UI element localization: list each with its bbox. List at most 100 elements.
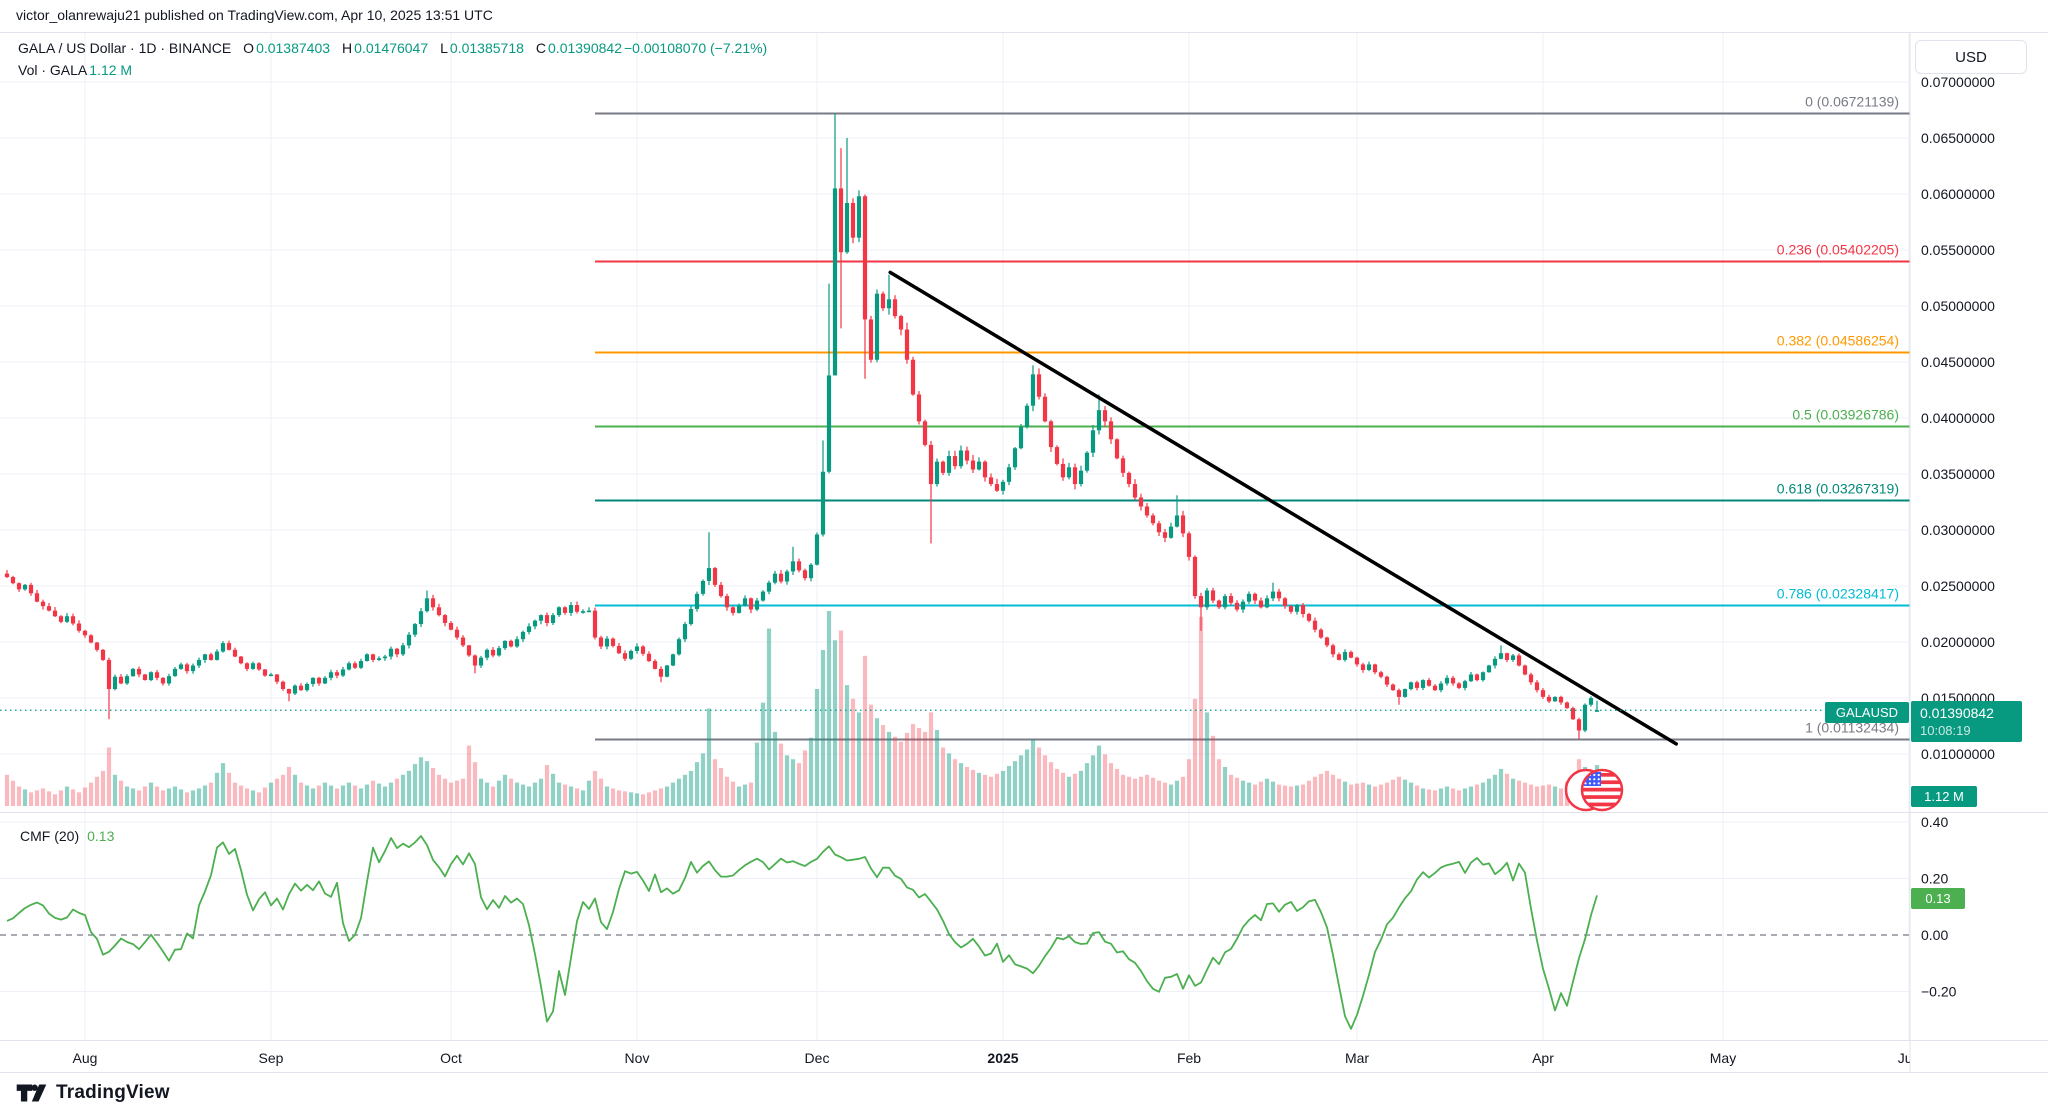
symbol-title[interactable]: GALA / US Dollar · 1D · BINANCE xyxy=(18,40,232,56)
fib-retracement[interactable]: 0 (0.06721139) 0.236 (0.05402205) 0.382 (0… xyxy=(595,94,1910,741)
candle-body xyxy=(280,681,286,690)
ohlc-value: 0.01385718 xyxy=(449,40,524,56)
time-axis[interactable]: Aug Sep Oct Nov Dec 2025 Feb Mar Apr May Jun xyxy=(73,1050,1921,1066)
candle-body xyxy=(466,645,472,656)
volume-bar xyxy=(526,786,532,806)
cmf-indicator-value: 0.13 xyxy=(87,828,115,844)
descending-trendline[interactable] xyxy=(888,270,1678,746)
candle-body xyxy=(238,656,244,664)
candle-body xyxy=(880,293,886,309)
volume-bar xyxy=(1480,782,1486,806)
price-tick-label: 0.06000000 xyxy=(1921,186,1995,202)
candle-body xyxy=(442,615,448,623)
volume-bar xyxy=(802,750,808,806)
candle-body xyxy=(886,299,892,309)
volume-bar xyxy=(100,770,106,806)
volume-bar xyxy=(874,718,880,806)
candle-body xyxy=(478,657,484,666)
volume-bar xyxy=(778,743,784,806)
candle-body xyxy=(712,568,718,585)
candles-layer xyxy=(4,113,1600,740)
volume-bar xyxy=(688,770,694,806)
volume-bar xyxy=(472,762,478,806)
candle-body xyxy=(994,484,1000,491)
currency-toggle-button[interactable]: USD xyxy=(1915,40,2027,74)
volume-bar xyxy=(1408,782,1414,806)
symbol-legend[interactable]: GALA / US Dollar · 1D · BINANCE O 0.013874… xyxy=(18,40,767,56)
volume-bar xyxy=(1456,790,1462,806)
candle-body xyxy=(304,684,310,691)
volume-bar xyxy=(490,786,496,806)
candle-body xyxy=(1456,683,1462,688)
volume-bar xyxy=(1378,784,1384,806)
candle-body xyxy=(622,653,628,659)
candle-body xyxy=(448,622,454,630)
candle-body xyxy=(772,573,778,583)
volume-bar xyxy=(892,736,898,806)
candle-body xyxy=(532,620,538,627)
candle-body xyxy=(1468,674,1474,682)
volume-bar xyxy=(1180,776,1186,806)
tradingview-logo[interactable]: TradingView xyxy=(16,1082,170,1104)
volume-bar xyxy=(406,770,412,806)
volume-bar xyxy=(274,778,280,806)
candle-body xyxy=(394,648,400,655)
volume-bar xyxy=(142,786,148,806)
candle-body xyxy=(298,685,304,691)
candle-body xyxy=(814,534,820,565)
volume-bar xyxy=(328,785,334,806)
volume-bar xyxy=(1468,786,1474,806)
candle-body xyxy=(1210,590,1216,601)
candle-body xyxy=(1510,655,1516,660)
candle-body xyxy=(406,634,412,646)
volume-legend[interactable]: Vol · GALA 1.12 M xyxy=(18,62,132,78)
candle-body xyxy=(856,196,862,238)
candle-body xyxy=(1390,684,1396,691)
candle-body xyxy=(520,631,526,640)
candle-body xyxy=(784,571,790,582)
candle-body xyxy=(106,659,112,690)
volume-bar xyxy=(280,774,286,806)
volume-bar xyxy=(1120,774,1126,806)
candle-body xyxy=(808,564,814,579)
candle-body xyxy=(1258,600,1264,608)
candle-body xyxy=(70,616,76,624)
candle-body xyxy=(1336,654,1342,660)
volume-bar xyxy=(1354,783,1360,806)
volume-bar xyxy=(790,759,796,806)
ohlc-value: 0.01387403 xyxy=(256,40,331,56)
volume-bar xyxy=(712,759,718,806)
volume-bar xyxy=(478,778,484,806)
candle-body xyxy=(454,629,460,638)
candle-body xyxy=(1078,470,1084,485)
volume-bar xyxy=(946,753,952,806)
candle-body xyxy=(640,646,646,654)
candle-body xyxy=(16,583,22,590)
candle-body xyxy=(334,672,340,676)
volume-bar xyxy=(400,774,406,806)
candle-body xyxy=(154,672,160,678)
candle-body xyxy=(1564,702,1570,709)
volume-bar xyxy=(436,774,442,806)
volume-bar xyxy=(442,778,448,806)
candle-body xyxy=(1240,601,1246,610)
candle-body xyxy=(244,663,250,669)
volume-bar xyxy=(1372,786,1378,806)
flag-star-dot xyxy=(1588,778,1591,781)
cmf-indicator-legend[interactable]: CMF (20) 0.13 xyxy=(20,828,114,844)
volume-bar xyxy=(1492,774,1498,806)
fib-level-label: 0.618 (0.03267319) xyxy=(1777,481,1899,497)
candle-body xyxy=(430,598,436,608)
price-tick-label: 0.04000000 xyxy=(1921,410,1995,426)
price-axis[interactable]: 0.07000000 0.06500000 0.06000000 0.05500000… xyxy=(1921,74,1995,1000)
volume-bar xyxy=(202,785,208,806)
volume-bar xyxy=(634,793,640,806)
volume-bar xyxy=(1474,784,1480,806)
candle-body xyxy=(1126,472,1132,485)
candle-body xyxy=(1474,674,1480,681)
volume-legend-label: Vol · GALA xyxy=(18,62,88,78)
price-tick-label: 0.05500000 xyxy=(1921,242,1995,258)
volume-bar xyxy=(172,786,178,806)
candle-body xyxy=(544,615,550,623)
